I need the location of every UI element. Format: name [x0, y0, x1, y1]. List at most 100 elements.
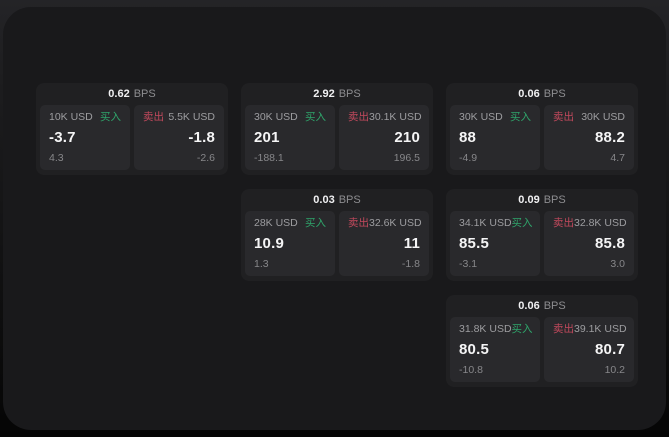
bps-unit-label: BPS	[338, 88, 361, 100]
card-body: 31.8K USD 买入 80.5 -10.8 卖出 39.1K USD 80.…	[450, 317, 634, 382]
buy-panel-top: 30K USD 买入	[254, 112, 326, 123]
buy-price: 85.5	[459, 235, 489, 252]
bps-value: 0.06	[518, 300, 540, 312]
sell-price: 88.2	[595, 129, 625, 146]
sell-price: 11	[403, 235, 420, 252]
sell-panel-top: 卖出 30.1K USD	[348, 111, 422, 123]
buy-price: 10.9	[254, 235, 284, 252]
quote-card: 0.06 BPS 30K USD 买入 88 -4.9 卖出 30K USD 8…	[446, 83, 638, 175]
sell-secondary-value: -2.6	[196, 151, 215, 164]
card-header: 0.06 BPS	[450, 295, 634, 317]
sell-secondary-value: 4.7	[610, 151, 625, 164]
buy-panel[interactable]: 31.8K USD 买入 80.5 -10.8	[450, 317, 540, 382]
buy-panel-top: 30K USD 买入	[459, 112, 531, 123]
sell-price: 85.8	[595, 235, 625, 252]
bps-value: 0.09	[518, 194, 540, 206]
card-header: 0.09 BPS	[450, 189, 634, 211]
bps-unit-label: BPS	[338, 194, 361, 206]
bps-value: 0.06	[518, 88, 540, 100]
buy-label: 买入	[100, 111, 121, 123]
buy-secondary-value: -4.9	[459, 151, 478, 164]
buy-panel-top: 28K USD 买入	[254, 218, 326, 229]
buy-amount: 28K USD	[254, 217, 298, 229]
quote-card: 0.09 BPS 34.1K USD 买入 85.5 -3.1 卖出 32.8K…	[446, 189, 638, 281]
quote-card: 0.03 BPS 28K USD 买入 10.9 1.3 卖出 32.6K US…	[241, 189, 433, 281]
sell-panel-top: 卖出 32.8K USD	[553, 217, 627, 229]
sell-secondary-value: 196.5	[393, 151, 420, 164]
card-header: 0.06 BPS	[450, 83, 634, 105]
buy-panel[interactable]: 30K USD 买入 201 -188.1	[245, 105, 335, 170]
sell-secondary-value: 10.2	[604, 363, 625, 376]
sell-panel[interactable]: 卖出 32.8K USD 85.8 3.0	[544, 211, 634, 276]
cards-grid: 0.62 BPS 10K USD 买入 -3.7 4.3 卖出 5.5K USD…	[36, 83, 638, 387]
sell-panel-top: 卖出 5.5K USD	[143, 112, 215, 123]
buy-price: 201	[254, 129, 280, 146]
buy-amount: 34.1K USD	[459, 217, 512, 229]
bps-unit-label: BPS	[133, 88, 156, 100]
sell-label: 卖出	[348, 111, 369, 123]
sell-panel[interactable]: 卖出 39.1K USD 80.7 10.2	[544, 317, 634, 382]
quote-card: 0.06 BPS 31.8K USD 买入 80.5 -10.8 卖出 39.1…	[446, 295, 638, 387]
quote-card: 0.62 BPS 10K USD 买入 -3.7 4.3 卖出 5.5K USD…	[36, 83, 228, 175]
bps-unit-label: BPS	[543, 194, 566, 206]
buy-panel[interactable]: 34.1K USD 买入 85.5 -3.1	[450, 211, 540, 276]
buy-panel-top: 34.1K USD 买入	[459, 217, 533, 229]
buy-panel[interactable]: 10K USD 买入 -3.7 4.3	[40, 105, 130, 170]
card-body: 30K USD 买入 201 -188.1 卖出 30.1K USD 210 1…	[245, 105, 429, 170]
buy-price: 80.5	[459, 341, 489, 358]
sell-label: 卖出	[348, 217, 369, 229]
sell-price: 210	[394, 129, 420, 146]
sell-amount: 30K USD	[581, 111, 625, 123]
buy-label: 买入	[305, 111, 326, 123]
sell-panel-top: 卖出 32.6K USD	[348, 217, 422, 229]
buy-secondary-value: -10.8	[459, 363, 483, 376]
card-header: 0.03 BPS	[245, 189, 429, 211]
buy-secondary-value: 4.3	[49, 151, 64, 164]
bps-value: 0.62	[108, 88, 130, 100]
sell-panel[interactable]: 卖出 30K USD 88.2 4.7	[544, 105, 634, 170]
buy-panel[interactable]: 28K USD 买入 10.9 1.3	[245, 211, 335, 276]
sell-price: 80.7	[595, 341, 625, 358]
bps-unit-label: BPS	[543, 300, 566, 312]
sell-amount: 32.8K USD	[574, 217, 627, 229]
buy-amount: 30K USD	[459, 111, 503, 123]
sell-secondary-value: -1.8	[401, 257, 420, 270]
buy-amount: 31.8K USD	[459, 323, 512, 335]
sell-panel[interactable]: 卖出 30.1K USD 210 196.5	[339, 105, 429, 170]
buy-amount: 10K USD	[49, 111, 93, 123]
sell-price: -1.8	[188, 129, 215, 146]
sell-secondary-value: 3.0	[610, 257, 625, 270]
buy-panel[interactable]: 30K USD 买入 88 -4.9	[450, 105, 540, 170]
card-header: 2.92 BPS	[245, 83, 429, 105]
buy-secondary-value: -3.1	[459, 257, 478, 270]
buy-label: 买入	[510, 111, 531, 123]
buy-secondary-value: 1.3	[254, 257, 269, 270]
sell-label: 卖出	[143, 111, 164, 123]
sell-panel[interactable]: 卖出 5.5K USD -1.8 -2.6	[134, 105, 224, 170]
buy-label: 买入	[305, 217, 326, 229]
buy-price: 88	[459, 129, 477, 146]
sell-panel-top: 卖出 30K USD	[553, 112, 625, 123]
card-body: 34.1K USD 买入 85.5 -3.1 卖出 32.8K USD 85.8…	[450, 211, 634, 276]
buy-panel-top: 10K USD 买入	[49, 112, 121, 123]
buy-secondary-value: -188.1	[254, 151, 284, 164]
sell-label: 卖出	[553, 217, 574, 229]
buy-label: 买入	[511, 217, 533, 229]
sell-amount: 39.1K USD	[574, 323, 627, 335]
buy-price: -3.7	[49, 129, 76, 146]
sell-panel-top: 卖出 39.1K USD	[553, 323, 627, 335]
sell-amount: 30.1K USD	[369, 111, 422, 123]
bps-value: 0.03	[313, 194, 335, 206]
card-body: 28K USD 买入 10.9 1.3 卖出 32.6K USD 11 -1.8	[245, 211, 429, 276]
card-body: 10K USD 买入 -3.7 4.3 卖出 5.5K USD -1.8 -2.…	[40, 105, 224, 170]
buy-label: 买入	[511, 323, 533, 335]
bps-value: 2.92	[313, 88, 335, 100]
sell-label: 卖出	[553, 323, 574, 335]
buy-panel-top: 31.8K USD 买入	[459, 323, 533, 335]
card-body: 30K USD 买入 88 -4.9 卖出 30K USD 88.2 4.7	[450, 105, 634, 170]
sell-label: 卖出	[553, 111, 574, 123]
buy-amount: 30K USD	[254, 111, 298, 123]
card-header: 0.62 BPS	[40, 83, 224, 105]
bps-unit-label: BPS	[543, 88, 566, 100]
sell-panel[interactable]: 卖出 32.6K USD 11 -1.8	[339, 211, 429, 276]
